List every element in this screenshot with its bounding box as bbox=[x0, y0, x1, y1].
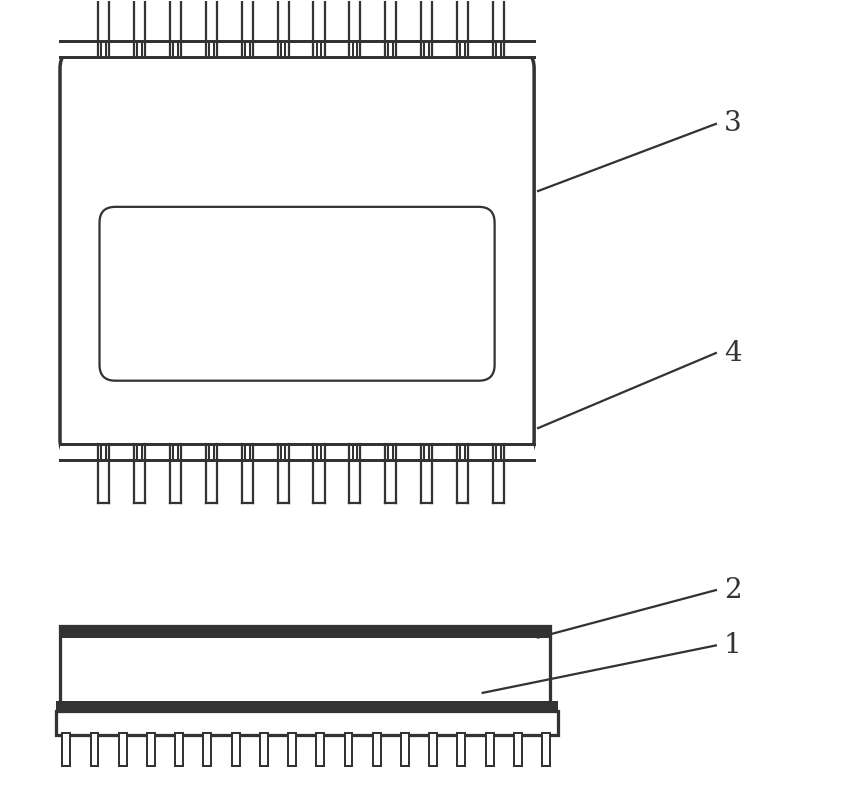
Bar bbox=[542, 734, 550, 766]
Bar bbox=[56, 701, 558, 713]
Bar bbox=[316, 734, 324, 766]
Text: 3: 3 bbox=[724, 110, 741, 137]
FancyBboxPatch shape bbox=[60, 49, 534, 460]
Bar bbox=[485, 734, 494, 766]
Bar bbox=[457, 734, 465, 766]
Bar bbox=[288, 734, 296, 766]
Bar bbox=[232, 734, 240, 766]
Bar bbox=[401, 734, 409, 766]
Bar bbox=[260, 734, 268, 766]
FancyBboxPatch shape bbox=[99, 207, 495, 381]
Bar bbox=[429, 734, 437, 766]
Bar bbox=[60, 41, 534, 57]
Text: 2: 2 bbox=[724, 577, 741, 603]
Bar bbox=[373, 734, 380, 766]
Bar bbox=[203, 734, 212, 766]
Bar bbox=[119, 734, 127, 766]
Bar bbox=[60, 626, 550, 638]
Bar bbox=[56, 711, 558, 735]
Text: 4: 4 bbox=[724, 339, 741, 366]
Bar bbox=[63, 734, 70, 766]
Bar bbox=[345, 734, 352, 766]
Bar bbox=[60, 626, 550, 709]
Bar bbox=[60, 444, 534, 460]
Bar bbox=[175, 734, 183, 766]
Bar bbox=[514, 734, 522, 766]
Bar bbox=[91, 734, 98, 766]
Text: 1: 1 bbox=[724, 632, 741, 659]
Bar bbox=[147, 734, 155, 766]
